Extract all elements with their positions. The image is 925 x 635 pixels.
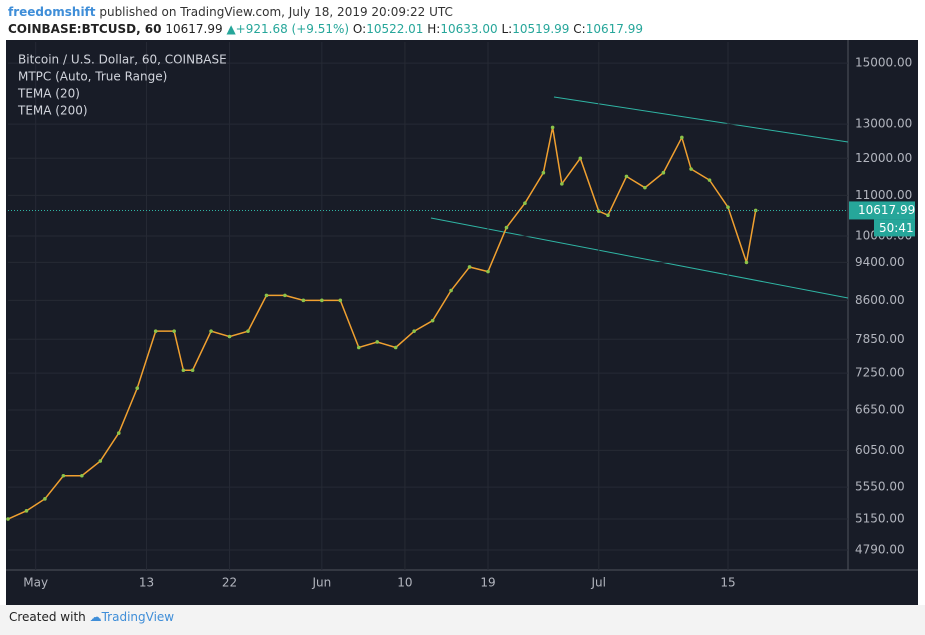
price-point [320,298,324,303]
price-point [680,135,684,140]
countdown-tag [874,219,915,237]
price-point [707,178,712,182]
y-tick-label: 6650.00 [855,403,905,417]
price-point [301,298,306,303]
price-point [283,293,287,298]
legend-item: TEMA (20) [17,87,80,101]
price-point [172,329,176,333]
price-point [606,213,610,218]
x-tick-label: 22 [222,576,237,590]
trend-line-upper [553,96,849,143]
x-tick-label: 13 [139,576,154,590]
l: 10519.99 [512,22,570,36]
price: 10617.99 [165,22,223,36]
x-tick-label: May [23,576,48,590]
price-point [209,329,213,333]
price-point [689,167,693,171]
price-point [43,497,47,501]
price-point [430,318,435,323]
price-point [135,386,140,390]
footer: Created with ☁TradingView [0,605,925,635]
price-point [486,269,490,274]
y-tick-label: 5150.00 [855,512,905,526]
x-tick-label: 19 [480,576,495,590]
price-point [744,260,749,265]
price-point [412,329,416,333]
price-point [504,225,509,230]
legend-item: Bitcoin / U.S. Dollar, 60, COINBASE [18,53,227,67]
y-tick-label: 6050.00 [855,443,905,457]
y-tick-label: 8600.00 [855,293,905,307]
o-label: O: [352,22,367,36]
marks: 4790.00 5150.00 5550.00 6050.00 6650.00 7250.… [6,42,915,590]
legend-item: TEMA (200) [17,104,88,118]
y-tick-label: 12000.00 [855,151,912,165]
price-point [578,156,583,161]
c-label: C: [573,22,586,36]
price-point [6,517,10,521]
y-tick-label: 11000.00 [855,188,912,202]
h: 10633.00 [440,22,498,36]
header-line-1: freedomshift published on TradingView.co… [8,5,453,19]
price-point [190,368,195,373]
price-point [227,334,232,339]
trend-line-lower [430,217,849,299]
y-tick-label: 4790.00 [855,542,905,556]
countdown: 50:41 [879,221,914,235]
price-point [541,170,546,175]
price-point [264,293,269,298]
chart-bg [6,40,918,605]
price-point [726,205,730,209]
author[interactable]: freedomshift [8,5,96,19]
legend-item: MTPC (Auto, True Range) [18,70,167,84]
price-point [550,125,555,130]
price-point [375,340,380,344]
footer-brand[interactable]: TradingView [101,610,175,624]
x-tick-label: 10 [397,576,412,590]
price-point [560,182,564,186]
chart: 4790.00 5150.00 5550.00 6050.00 6650.00 7250.… [6,40,918,605]
x-tick-label: Jun [311,576,331,590]
y-tick-label: 5550.00 [855,480,905,494]
price-point [393,345,398,350]
footer-created: Created with [9,610,86,624]
o: 10522.01 [366,22,424,36]
published: published on TradingView.com, July 18, 2… [99,5,453,19]
header-line-2: COINBASE:BTCUSD, 60 10617.99 ▲+921.68 (+… [8,22,643,36]
price-point [449,288,453,293]
symbol: COINBASE:BTCUSD, 60 [8,22,162,36]
y-tick-label: 9400.00 [855,255,905,269]
change: +921.68 (+9.51%) [235,22,350,36]
last-price-label: 10617.99 [858,203,915,217]
price-point [661,170,666,175]
price-point [181,368,186,373]
x-tick-label: Jul [591,576,606,590]
price-point [523,201,527,205]
l-label: L: [501,22,513,36]
price-point [80,473,84,478]
price-point [356,345,361,350]
y-tick-label: 13000.00 [855,117,912,131]
price-point [338,298,343,303]
up-arrow: ▲ [226,22,236,36]
y-tick-label: 7250.00 [855,366,905,380]
price-point [61,473,66,478]
price-point [24,509,29,513]
last-price-tag [849,201,915,220]
footer-logo: ☁ [89,610,102,624]
price-point [596,209,601,213]
price-point [246,329,250,333]
price-point [153,329,158,333]
price-point [116,431,121,435]
y-tick-label: 15000.00 [855,56,912,70]
price-point [467,265,472,269]
price-point [98,459,103,463]
c: 10617.99 [585,22,643,36]
price-point [643,185,647,190]
x-tick-label: 15 [720,576,735,590]
h-label: H: [427,22,441,36]
price-point [624,174,629,179]
y-tick-label: 7850.00 [855,332,905,346]
